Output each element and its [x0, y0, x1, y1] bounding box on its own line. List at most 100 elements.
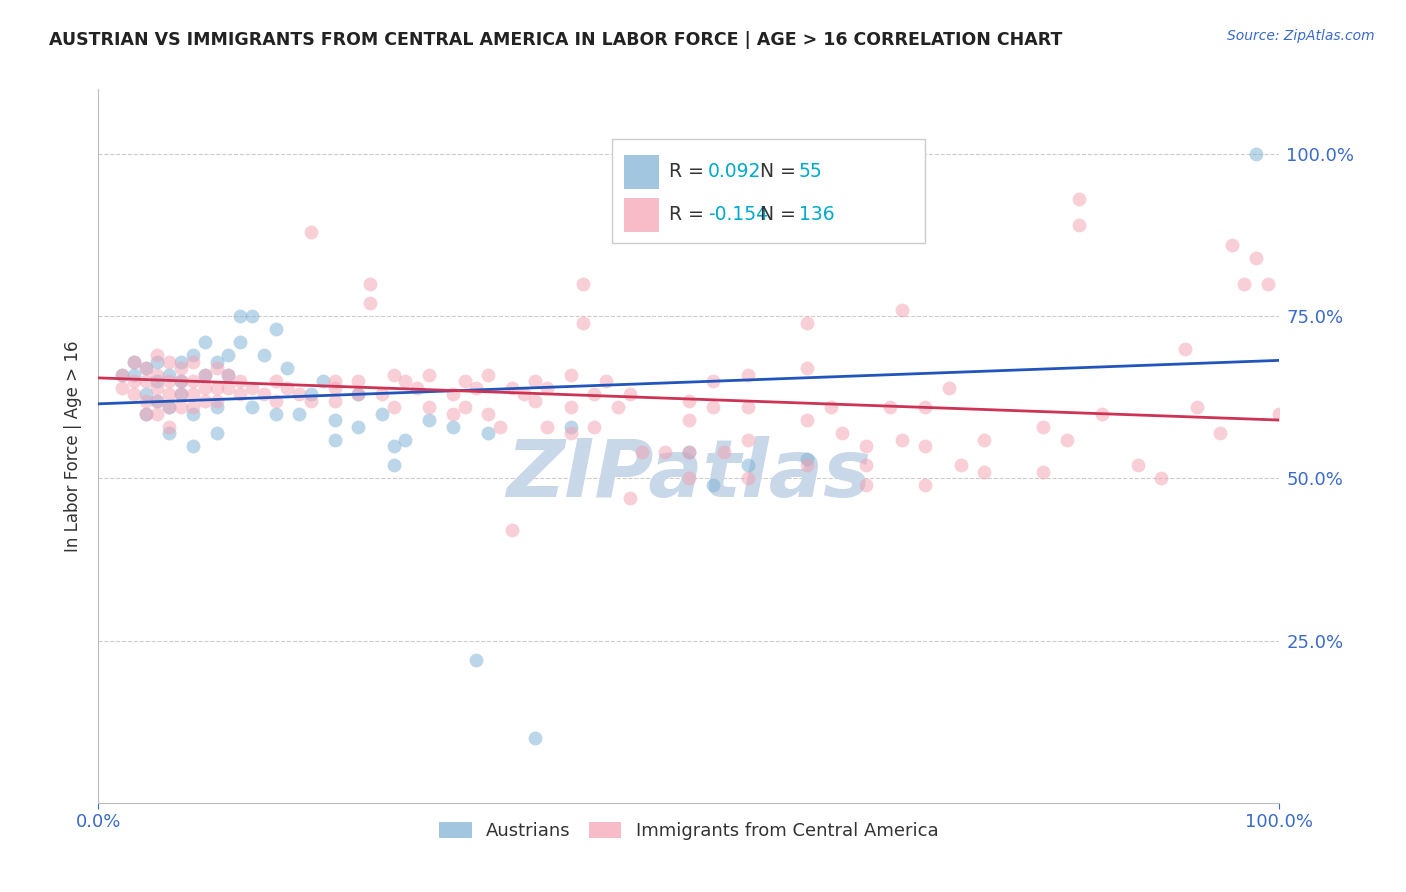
Point — [181, 348, 204, 362]
Text: ZIPatlas: ZIPatlas — [506, 435, 872, 514]
Point — [820, 400, 842, 414]
Text: R =: R = — [669, 162, 710, 181]
Point — [323, 433, 346, 447]
Point — [630, 445, 652, 459]
Point — [1174, 342, 1197, 356]
Point — [170, 374, 193, 388]
Point — [122, 354, 145, 368]
Point — [453, 374, 475, 388]
Point — [1056, 433, 1078, 447]
Point — [299, 393, 322, 408]
Point — [489, 419, 512, 434]
Point — [146, 368, 169, 382]
Point — [157, 387, 180, 401]
Point — [194, 368, 217, 382]
Point — [181, 400, 204, 414]
Text: 136: 136 — [799, 205, 834, 224]
Point — [181, 374, 204, 388]
Point — [135, 361, 157, 376]
Point — [371, 387, 394, 401]
Point — [1268, 407, 1291, 421]
Point — [111, 368, 134, 382]
Point — [170, 387, 193, 401]
Point — [217, 368, 239, 382]
Point — [654, 445, 676, 459]
Point — [890, 433, 912, 447]
Point — [157, 374, 180, 388]
Point — [453, 400, 475, 414]
Point — [796, 452, 818, 467]
Point — [347, 374, 370, 388]
Point — [583, 387, 606, 401]
Point — [938, 381, 960, 395]
Point — [737, 368, 759, 382]
Point — [323, 374, 346, 388]
Point — [170, 387, 193, 401]
Point — [194, 335, 217, 350]
Point — [276, 361, 298, 376]
Point — [394, 433, 416, 447]
Point — [371, 407, 394, 421]
Point — [1220, 238, 1243, 252]
Point — [323, 381, 346, 395]
Point — [146, 348, 169, 362]
Point — [619, 387, 641, 401]
Point — [571, 316, 593, 330]
Point — [796, 458, 818, 473]
Point — [157, 400, 180, 414]
Point — [122, 374, 145, 388]
Point — [170, 354, 193, 368]
Point — [512, 387, 534, 401]
Point — [170, 361, 193, 376]
Point — [205, 354, 228, 368]
Point — [796, 413, 818, 427]
Point — [253, 348, 276, 362]
Point — [441, 419, 464, 434]
Point — [501, 524, 523, 538]
Point — [1032, 465, 1054, 479]
Point — [264, 374, 287, 388]
Point — [441, 387, 464, 401]
Point — [135, 361, 157, 376]
Point — [276, 381, 298, 395]
Point — [418, 400, 440, 414]
Point — [619, 491, 641, 505]
Point — [111, 381, 134, 395]
Point — [135, 387, 157, 401]
Point — [737, 400, 759, 414]
Point — [194, 381, 217, 395]
Text: 0.092: 0.092 — [707, 162, 761, 181]
Point — [181, 354, 204, 368]
Point — [135, 374, 157, 388]
Point — [288, 407, 311, 421]
Point — [1257, 277, 1279, 291]
Text: N =: N = — [759, 205, 801, 224]
Point — [465, 653, 488, 667]
Point — [737, 471, 759, 485]
Point — [524, 731, 547, 745]
Point — [702, 478, 724, 492]
Point — [240, 381, 263, 395]
Point — [217, 368, 239, 382]
Point — [229, 335, 252, 350]
Point — [583, 419, 606, 434]
Point — [702, 374, 724, 388]
Point — [122, 368, 145, 382]
Point — [1185, 400, 1208, 414]
Point — [536, 381, 558, 395]
Point — [382, 439, 405, 453]
Point — [135, 407, 157, 421]
Point — [678, 471, 700, 485]
Point — [146, 407, 169, 421]
Point — [288, 387, 311, 401]
Point — [146, 393, 169, 408]
Point — [229, 310, 252, 324]
Text: AUSTRIAN VS IMMIGRANTS FROM CENTRAL AMERICA IN LABOR FORCE | AGE > 16 CORRELATIO: AUSTRIAN VS IMMIGRANTS FROM CENTRAL AMER… — [49, 31, 1063, 49]
Point — [229, 374, 252, 388]
Point — [855, 439, 877, 453]
Point — [678, 393, 700, 408]
Point — [122, 354, 145, 368]
Point — [347, 387, 370, 401]
Point — [122, 387, 145, 401]
Point — [524, 393, 547, 408]
